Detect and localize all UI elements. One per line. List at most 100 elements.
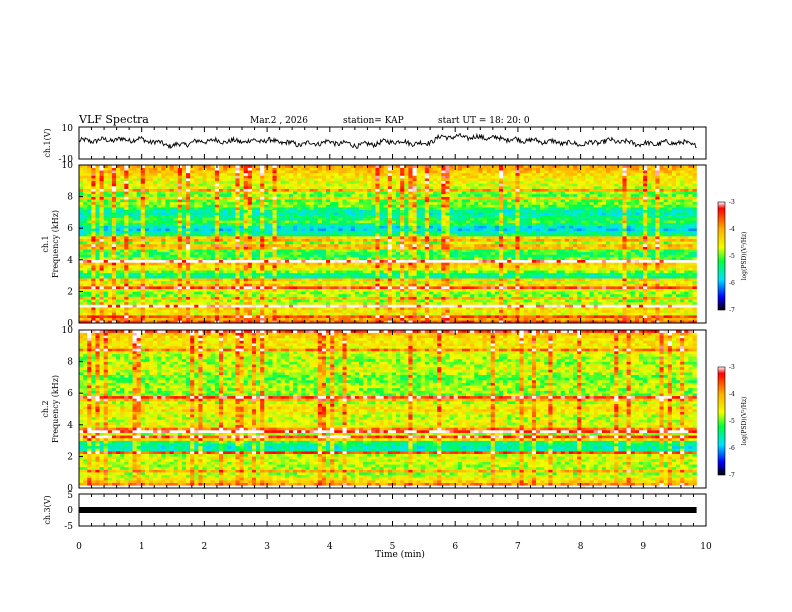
spectrogram-cell [350,280,356,284]
spectrogram-cell [136,170,142,174]
spectrogram-cell [396,175,401,179]
spectrogram-cell [321,259,327,263]
spectrogram-cell [293,193,298,197]
spectrogram-cell [264,257,269,261]
spectrogram-cell [79,257,84,261]
spectrogram-cell [383,291,389,295]
spectrogram-cell [103,280,109,284]
spectrogram-cell [198,230,203,234]
spectrogram-cell [293,259,298,263]
spectrogram-cell [326,175,331,179]
spectrogram-cell [111,167,117,171]
spectrogram-cell [132,186,137,189]
spectrogram-cell [227,209,232,213]
spectrogram-cell [404,230,409,234]
spectrogram-cell [247,262,253,266]
spectrogram-cell [206,204,212,208]
spectrogram-cell [148,244,154,247]
spectrogram-cell [194,278,199,282]
spectrogram-cell [177,304,183,308]
spectrogram-cell [375,167,380,171]
spectrogram-cell [79,291,84,295]
spectrogram-cell [173,183,179,187]
spectrogram-cell [412,301,417,305]
spectrogram-cell [400,172,405,176]
spectrogram-cell [177,265,183,268]
spectrogram-cell [280,178,286,182]
spectrogram-cell [99,254,104,258]
spectrogram-cell [371,309,376,313]
spectrogram-cell [301,217,306,221]
spectrogram-cell [91,304,96,308]
spectrogram-cell [280,201,286,205]
spectrogram-cell [309,270,314,274]
spectrogram-cell [309,172,314,176]
spectrogram-cell [186,233,191,237]
spectrogram-cell [317,272,323,276]
spectrogram-cell [169,183,174,187]
spectrogram-cell [268,186,273,189]
spectrogram-cell [330,254,335,258]
spectrogram-cell [338,291,343,295]
spectrogram-cell [321,204,327,208]
spectrogram-cell [313,301,319,305]
spectrogram-cell [313,251,319,255]
spectrogram-cell [231,222,236,226]
spectrogram-cell [260,307,265,311]
spectrogram-cell [235,188,240,192]
spectrogram-cell [400,307,405,311]
spectrogram-cell [231,244,236,247]
spectrogram-cell [293,180,298,184]
spectrogram-cell [371,244,376,247]
spectrogram-cell [391,283,397,287]
spectrogram-cell [124,259,129,263]
spectrogram-cell [169,262,174,266]
spectrogram-cell [235,217,240,221]
spectrogram-cell [391,294,397,297]
spectrogram-cell [107,259,113,263]
spectrogram-cell [396,204,401,208]
spectrogram-cell [177,320,183,324]
spectrogram-cell [202,315,207,318]
spectrogram-cell [231,301,236,305]
spectrogram-cell [251,267,257,271]
spectrogram-cell [280,257,286,261]
spectrogram-cell [148,172,154,176]
spectrogram-cell [202,191,207,195]
spectrogram-cell [136,212,142,216]
spectrogram-cell [165,251,170,255]
spectrogram-cell [91,186,96,189]
spectrogram-cell [120,299,125,303]
spectrogram-cell [383,212,389,216]
spectrogram-cell [148,257,154,261]
spectrogram-cell [87,317,92,321]
spectrogram-cell [412,288,417,292]
spectrogram-cell [358,307,364,311]
spectrogram-cell [247,317,253,321]
spectrogram-cell [140,249,146,253]
spectrogram-cell [272,204,277,208]
spectrogram-cell [412,262,417,266]
spectrogram-cell [375,288,380,292]
spectrogram-cell [124,296,129,300]
spectrogram-cell [400,186,405,189]
spectrogram-cell [148,175,154,179]
spectrogram-cell [120,309,125,313]
spectrogram-cell [297,228,302,232]
spectrogram-cell [293,244,298,247]
spectrogram-cell [87,207,92,211]
spectrogram-cell [305,301,310,305]
spectrogram-cell [334,294,339,297]
spectrogram-cell [400,204,405,208]
spectrogram-cell [367,175,372,179]
spectrogram-cell [107,270,113,274]
spectrogram-cell [264,193,269,197]
spectrogram-cell [173,301,179,305]
spectrogram-cell [153,180,158,184]
spectrogram-cell [326,201,331,205]
spectrogram-cell [231,196,236,200]
spectrogram-cell [391,230,397,234]
spectrogram-cell [256,257,261,261]
spectrogram-cell [305,254,310,258]
spectrogram-cell [375,320,380,324]
